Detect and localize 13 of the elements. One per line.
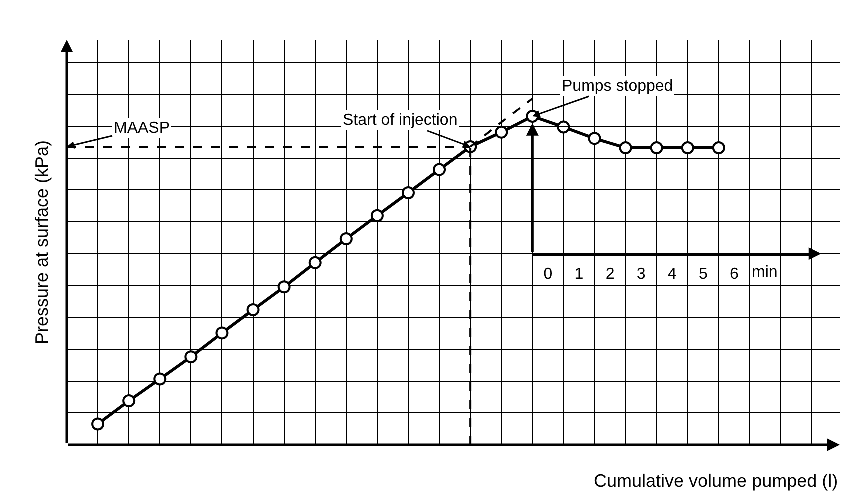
x2-tick-label: 5 [698, 266, 708, 284]
x2-axis-title: min [752, 264, 778, 281]
x-axis-title: Cumulative volume pumped (l) [594, 471, 838, 491]
x2-tick-label: 6 [730, 266, 739, 284]
x2-tick-label: 3 [636, 266, 646, 284]
annotation: MAASP [114, 120, 170, 137]
x2-tick-label: 4 [668, 266, 677, 284]
annotation: Start of injection [343, 112, 458, 129]
x2-tick-label: 2 [606, 266, 615, 284]
y-axis-title: Pressure at surface (kPa) [32, 140, 52, 345]
x2-tick-label: 0 [544, 266, 553, 284]
text: Pumps stopped [562, 78, 674, 95]
x2-tick-label: 1 [574, 266, 584, 284]
